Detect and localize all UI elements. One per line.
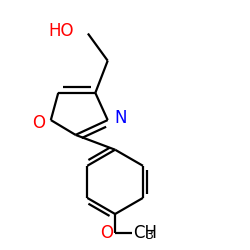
Text: O: O xyxy=(100,224,113,242)
Text: O: O xyxy=(32,114,45,132)
Text: N: N xyxy=(114,108,126,126)
Text: HO: HO xyxy=(49,22,74,40)
Text: CH: CH xyxy=(133,224,157,242)
Text: 3: 3 xyxy=(145,229,153,242)
